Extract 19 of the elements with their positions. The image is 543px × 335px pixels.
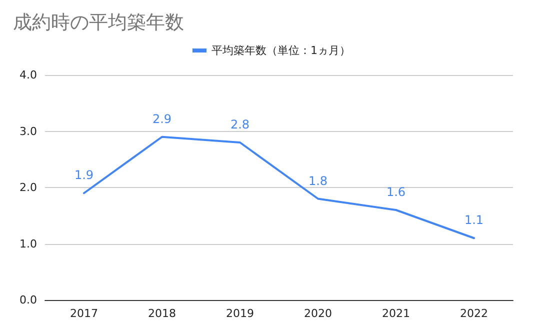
x-tick-label: 2018 xyxy=(148,307,176,320)
y-tick-label: 4.0 xyxy=(20,68,37,82)
data-label: 2.8 xyxy=(230,118,250,132)
chart-title: 成約時の平均築年数 xyxy=(13,12,184,34)
y-tick-label: 0.0 xyxy=(20,294,37,306)
y-tick-label: 2.0 xyxy=(20,181,37,194)
data-label: 1.1 xyxy=(464,213,484,228)
y-tick-label: 1.0 xyxy=(20,237,37,250)
x-tick-label: 2017 xyxy=(70,307,98,320)
data-label: 1.8 xyxy=(308,174,328,188)
y-tick-label: 3.0 xyxy=(20,124,37,138)
data-label: 1.6 xyxy=(386,185,406,199)
x-tick-label: 2019 xyxy=(226,307,254,320)
x-tick-label: 2021 xyxy=(382,307,410,320)
data-label: 1.9 xyxy=(74,168,94,182)
x-tick-label: 2020 xyxy=(304,307,332,320)
data-label: 2.9 xyxy=(152,112,172,126)
x-tick-label: 2022 xyxy=(460,307,488,320)
legend-label: 平均築年数（単位：1ヵ月） xyxy=(212,44,350,57)
